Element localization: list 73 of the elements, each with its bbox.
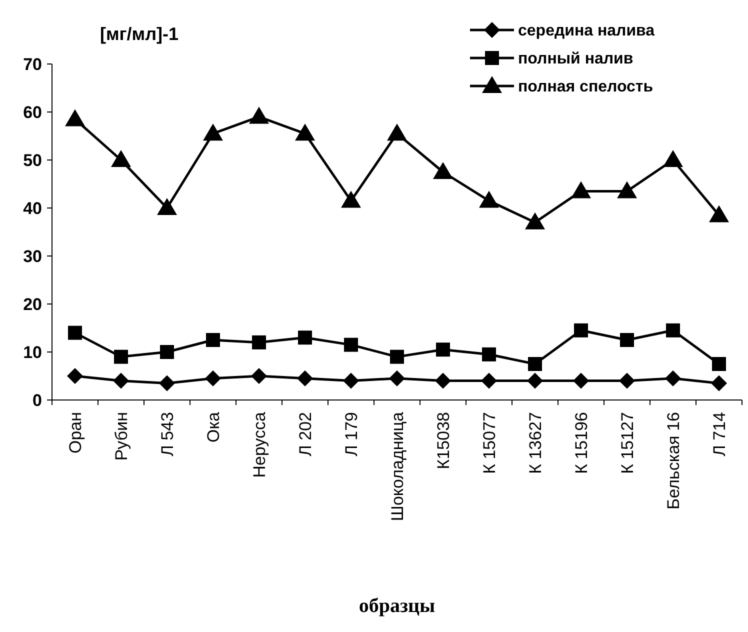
point — [390, 350, 404, 364]
x-tick-label: Л 202 — [296, 412, 315, 456]
point — [574, 323, 588, 338]
point — [205, 370, 221, 386]
legend-label: полный налив — [518, 50, 634, 68]
x-tick-label: Л 543 — [158, 412, 177, 456]
point — [663, 150, 683, 167]
point — [481, 372, 497, 389]
x-tick-label: К 13627 — [526, 412, 545, 474]
point — [435, 372, 451, 389]
legend-label: полная спелость — [518, 78, 654, 96]
x-tick-label: Ока — [204, 411, 223, 442]
y-tick-label: 40 — [23, 198, 42, 218]
point — [111, 150, 131, 167]
point — [573, 372, 589, 389]
point — [527, 372, 543, 389]
x-axis-title: образцы — [358, 595, 436, 617]
point — [298, 330, 312, 345]
y-tick-label: 70 — [23, 54, 42, 74]
point — [619, 372, 635, 389]
x-tick-label: Рубин — [112, 412, 131, 461]
x-tick-label: Нерусса — [250, 411, 269, 478]
point — [389, 370, 405, 386]
point — [620, 333, 634, 347]
point — [249, 106, 269, 124]
y-tick-label: 10 — [23, 342, 42, 362]
point — [343, 372, 359, 389]
y-tick-label: 50 — [23, 150, 42, 170]
y-axis-title: [мг/мл]-1 — [100, 24, 179, 44]
x-tick-label: Л 714 — [710, 412, 729, 456]
point — [482, 347, 496, 362]
x-tick-label: К15038 — [434, 412, 453, 470]
point — [571, 181, 591, 198]
point — [157, 198, 177, 215]
x-tick-label: К 15077 — [480, 412, 499, 474]
point — [295, 124, 315, 141]
point — [387, 124, 407, 141]
point — [711, 375, 727, 392]
point — [251, 368, 267, 384]
x-tick-label: К 15127 — [618, 412, 637, 474]
point — [341, 190, 361, 208]
x-tick-label: К 15196 — [572, 412, 591, 474]
point — [159, 375, 175, 392]
point — [203, 124, 223, 141]
point — [436, 342, 450, 357]
y-tick-label: 30 — [23, 246, 42, 266]
x-tick-label: Л 179 — [342, 412, 361, 456]
point — [433, 162, 453, 179]
point — [65, 109, 85, 126]
legend-label: середина налива — [518, 22, 655, 40]
point — [665, 370, 681, 386]
point — [113, 372, 129, 389]
x-tick-label: Бельская 16 — [664, 412, 683, 510]
point — [617, 181, 637, 198]
x-tick-label: Шоколадница — [388, 411, 407, 522]
point — [712, 357, 726, 371]
point — [666, 323, 680, 338]
point — [344, 338, 358, 352]
point — [709, 205, 729, 222]
point — [67, 368, 83, 384]
x-tick-label: Оран — [66, 412, 85, 454]
point — [206, 333, 220, 347]
point — [160, 345, 174, 359]
point — [297, 370, 313, 386]
y-tick-label: 20 — [23, 294, 42, 314]
point — [68, 326, 82, 340]
y-tick-label: 0 — [32, 390, 42, 410]
point — [114, 350, 128, 364]
point — [528, 357, 542, 371]
point — [525, 212, 545, 230]
point — [479, 190, 499, 208]
y-tick-label: 60 — [23, 102, 42, 122]
point — [252, 335, 266, 350]
